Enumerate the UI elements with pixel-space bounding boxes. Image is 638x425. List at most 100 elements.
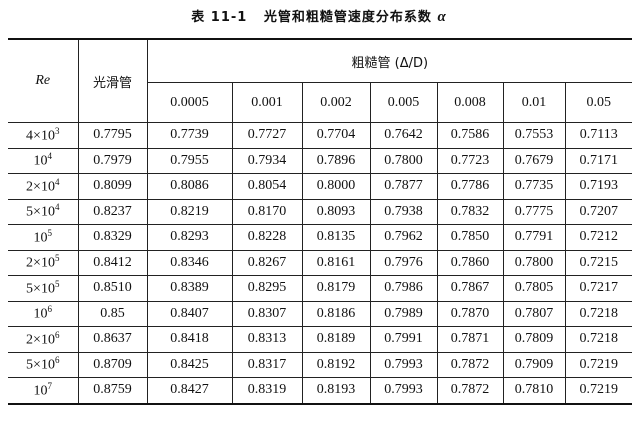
rough-value-cell: 0.8425 bbox=[146, 351, 233, 378]
smooth-value-cell: 0.8510 bbox=[77, 275, 148, 302]
rough-value-cell: 0.8192 bbox=[301, 351, 371, 378]
roughness-header: 0.001 bbox=[231, 82, 303, 123]
re-exponent: 6 bbox=[54, 355, 60, 366]
rough-value-cell: 0.8189 bbox=[301, 326, 371, 353]
smooth-value-cell: 0.8759 bbox=[77, 377, 148, 404]
re-cell: 5×105 bbox=[8, 275, 79, 302]
re-exponent: 5 bbox=[54, 278, 60, 289]
re-exponent: 7 bbox=[47, 380, 53, 391]
rough-value-cell: 0.7976 bbox=[369, 249, 438, 276]
rough-value-cell: 0.7735 bbox=[502, 173, 566, 200]
table-row: 4×103 0.7795 0.7739 0.7727 0.7704 0.7642 0.758… bbox=[8, 122, 633, 149]
rough-pipe-header: 粗糙管 (Δ/D) bbox=[146, 38, 633, 83]
rough-value-cell: 0.8317 bbox=[231, 351, 303, 378]
rough-value-cell: 0.8219 bbox=[146, 198, 233, 225]
rough-value-cell: 0.7832 bbox=[436, 198, 504, 225]
re-base: 2×10 bbox=[26, 256, 55, 272]
smooth-value-cell: 0.8637 bbox=[77, 326, 148, 353]
table-row: 105 0.8329 0.8293 0.8228 0.8135 0.7962 0.7850 0… bbox=[8, 224, 633, 251]
smooth-value-cell: 0.8099 bbox=[77, 173, 148, 200]
rough-value-cell: 0.8086 bbox=[146, 173, 233, 200]
re-base: 2×10 bbox=[26, 332, 55, 348]
rough-value-cell: 0.7810 bbox=[502, 377, 566, 404]
rough-value-cell: 0.8135 bbox=[301, 224, 371, 251]
re-base: 10 bbox=[33, 230, 48, 246]
rough-value-cell: 0.7993 bbox=[369, 351, 438, 378]
rough-value-cell: 0.7739 bbox=[146, 122, 233, 149]
re-exponent: 6 bbox=[47, 304, 53, 315]
rough-value-cell: 0.8228 bbox=[231, 224, 303, 251]
re-base: 10 bbox=[33, 307, 48, 323]
rough-value-cell: 0.7217 bbox=[564, 275, 633, 302]
re-base: 2×10 bbox=[26, 179, 55, 195]
rough-value-cell: 0.7991 bbox=[369, 326, 438, 353]
re-header: Re bbox=[8, 38, 79, 123]
smooth-value-cell: 0.8329 bbox=[77, 224, 148, 251]
rough-value-cell: 0.8161 bbox=[301, 249, 371, 276]
re-exponent: 5 bbox=[54, 253, 60, 264]
re-cell: 5×104 bbox=[8, 198, 79, 225]
re-exponent: 4 bbox=[54, 202, 60, 213]
rough-value-cell: 0.7871 bbox=[436, 326, 504, 353]
rough-value-cell: 0.7212 bbox=[564, 224, 633, 251]
rough-value-cell: 0.7219 bbox=[564, 351, 633, 378]
rough-value-cell: 0.8267 bbox=[231, 249, 303, 276]
rough-value-cell: 0.7113 bbox=[564, 122, 633, 149]
rough-value-cell: 0.7727 bbox=[231, 122, 303, 149]
rough-value-cell: 0.8295 bbox=[231, 275, 303, 302]
rough-value-cell: 0.7171 bbox=[564, 147, 633, 174]
re-cell: 107 bbox=[8, 377, 79, 404]
rough-value-cell: 0.8313 bbox=[231, 326, 303, 353]
rough-value-cell: 0.8186 bbox=[301, 300, 371, 327]
roughness-header: 0.002 bbox=[301, 82, 371, 123]
rough-value-cell: 0.7989 bbox=[369, 300, 438, 327]
rough-value-cell: 0.8346 bbox=[146, 249, 233, 276]
re-exponent: 5 bbox=[47, 227, 53, 238]
re-base: 5×10 bbox=[26, 358, 55, 374]
rough-value-cell: 0.7218 bbox=[564, 326, 633, 353]
rough-value-cell: 0.8293 bbox=[146, 224, 233, 251]
re-base: 10 bbox=[33, 154, 48, 170]
rough-value-cell: 0.7218 bbox=[564, 300, 633, 327]
rough-value-cell: 0.8418 bbox=[146, 326, 233, 353]
table-row: 104 0.7979 0.7955 0.7934 0.7896 0.7800 0.7723 0… bbox=[8, 147, 633, 174]
roughness-header: 0.0005 bbox=[147, 82, 233, 123]
re-exponent: 4 bbox=[47, 151, 53, 162]
rough-value-cell: 0.7872 bbox=[436, 377, 504, 404]
table-row: 2×106 0.8637 0.8418 0.8313 0.8189 0.7991 0.787… bbox=[8, 326, 633, 353]
table-row: 106 0.85 0.8407 0.8307 0.8186 0.7989 0.7870 0.7… bbox=[8, 300, 633, 327]
smooth-value-cell: 0.8412 bbox=[77, 249, 148, 276]
rough-value-cell: 0.8389 bbox=[146, 275, 233, 302]
rough-value-cell: 0.8054 bbox=[231, 173, 303, 200]
re-exponent: 4 bbox=[54, 176, 60, 187]
rough-value-cell: 0.8319 bbox=[231, 377, 303, 404]
smooth-value-cell: 0.8709 bbox=[77, 351, 148, 378]
re-cell: 2×106 bbox=[8, 326, 79, 353]
rough-value-cell: 0.7791 bbox=[502, 224, 566, 251]
roughness-header: 0.05 bbox=[564, 82, 633, 123]
rough-value-cell: 0.7955 bbox=[146, 147, 233, 174]
rough-value-cell: 0.8307 bbox=[231, 300, 303, 327]
roughness-header: 0.008 bbox=[436, 82, 504, 123]
rough-value-cell: 0.7786 bbox=[436, 173, 504, 200]
re-exponent: 3 bbox=[54, 125, 60, 136]
rough-value-cell: 0.7800 bbox=[369, 147, 438, 174]
rough-value-cell: 0.7993 bbox=[369, 377, 438, 404]
rough-value-cell: 0.7877 bbox=[369, 173, 438, 200]
roughness-header: 0.01 bbox=[502, 82, 566, 123]
rough-value-cell: 0.7896 bbox=[301, 147, 371, 174]
rough-value-cell: 0.7807 bbox=[502, 300, 566, 327]
rough-value-cell: 0.8427 bbox=[146, 377, 233, 404]
table-row: 5×106 0.8709 0.8425 0.8317 0.8192 0.7993 0.787… bbox=[8, 351, 633, 378]
rough-value-cell: 0.7934 bbox=[231, 147, 303, 174]
rough-value-cell: 0.8093 bbox=[301, 198, 371, 225]
rough-value-cell: 0.7986 bbox=[369, 275, 438, 302]
rough-value-cell: 0.7193 bbox=[564, 173, 633, 200]
table-row: 107 0.8759 0.8427 0.8319 0.8193 0.7993 0.7872 0… bbox=[8, 377, 633, 404]
smooth-value-cell: 0.8237 bbox=[77, 198, 148, 225]
caption-label: 表 11-1 bbox=[191, 10, 248, 25]
rough-value-cell: 0.7553 bbox=[502, 122, 566, 149]
table-row: 2×104 0.8099 0.8086 0.8054 0.8000 0.7877 0.778… bbox=[8, 173, 633, 200]
rough-value-cell: 0.7870 bbox=[436, 300, 504, 327]
re-cell: 2×104 bbox=[8, 173, 79, 200]
